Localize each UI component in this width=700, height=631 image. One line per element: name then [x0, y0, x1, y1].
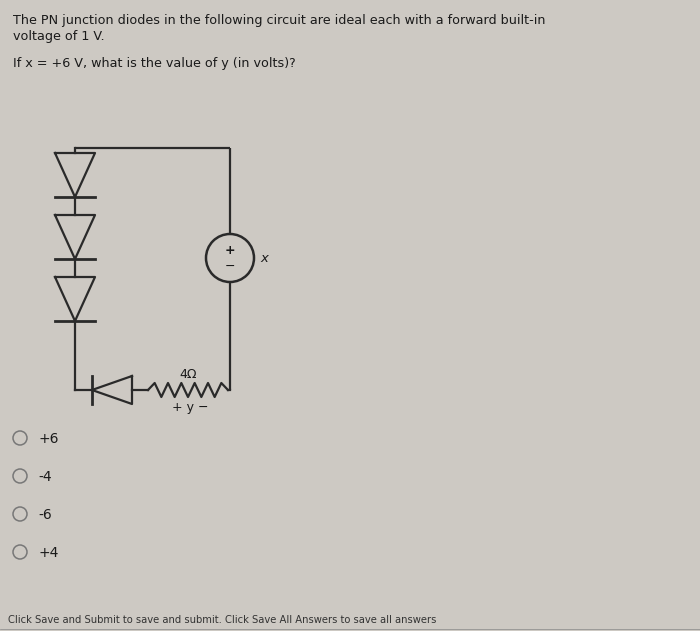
- Text: + y −: + y −: [172, 401, 209, 413]
- Text: Click Save and Submit to save and submit. Click Save All Answers to save all ans: Click Save and Submit to save and submit…: [8, 615, 436, 625]
- Text: If x = +6 V, what is the value of y (in volts)?: If x = +6 V, what is the value of y (in …: [13, 57, 295, 70]
- Text: voltage of 1 V.: voltage of 1 V.: [13, 30, 104, 43]
- Text: +4: +4: [38, 546, 58, 560]
- Text: -4: -4: [38, 470, 52, 484]
- Text: +: +: [225, 244, 235, 257]
- Text: −: −: [225, 259, 235, 273]
- Text: 4Ω: 4Ω: [179, 367, 197, 380]
- Text: +6: +6: [38, 432, 59, 446]
- Text: -6: -6: [38, 508, 52, 522]
- Text: x: x: [260, 252, 268, 264]
- Text: The PN junction diodes in the following circuit are ideal each with a forward bu: The PN junction diodes in the following …: [13, 14, 545, 27]
